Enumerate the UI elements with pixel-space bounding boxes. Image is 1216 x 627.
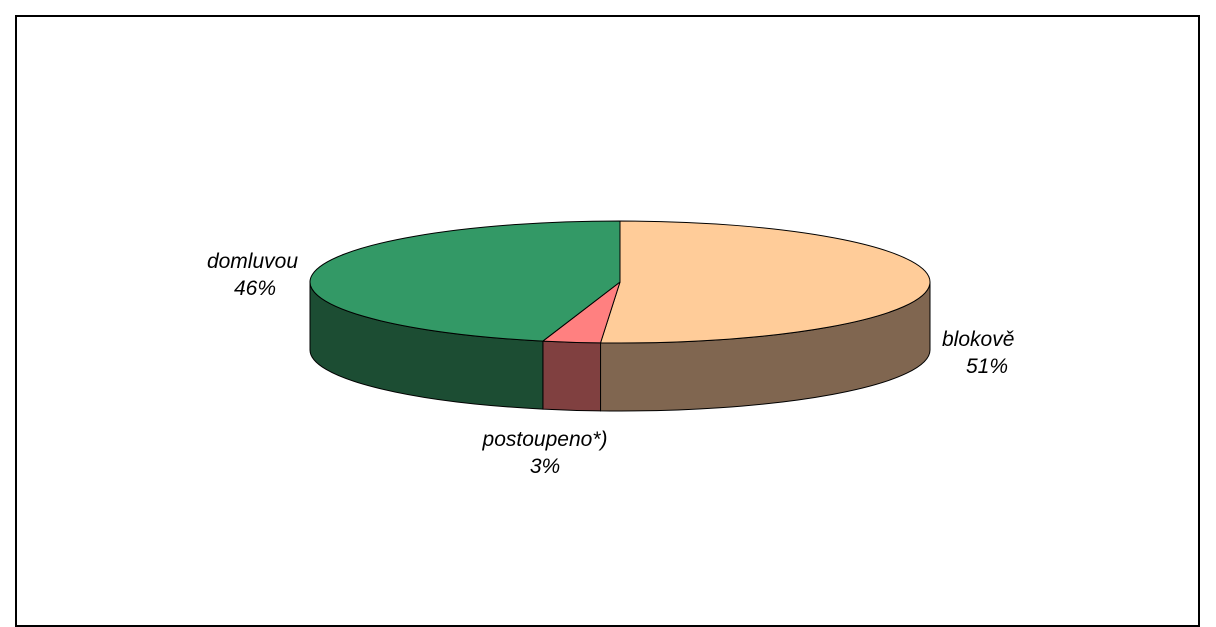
slice-label-blokove: blokově 51% [942,326,1014,380]
slice-percent-domluvou: 46% [233,277,276,300]
slice-category-domluvou: domluvou [206,250,298,273]
slice-category-blokove: blokově [942,328,1015,351]
pie-chart [309,220,931,412]
slice-percent-postoupeno: 3% [529,455,561,478]
slice-percent-blokove: 51% [966,355,1009,378]
slice-blokove [600,220,931,344]
slice-label-postoupeno: postoupeno*) 3% [452,426,638,480]
slice-category-postoupeno: postoupeno*) [482,428,608,451]
slice-label-domluvou: domluvou 46% [150,248,298,302]
slice-side-postoupeno [542,340,602,412]
slice-domluvou [309,220,621,342]
